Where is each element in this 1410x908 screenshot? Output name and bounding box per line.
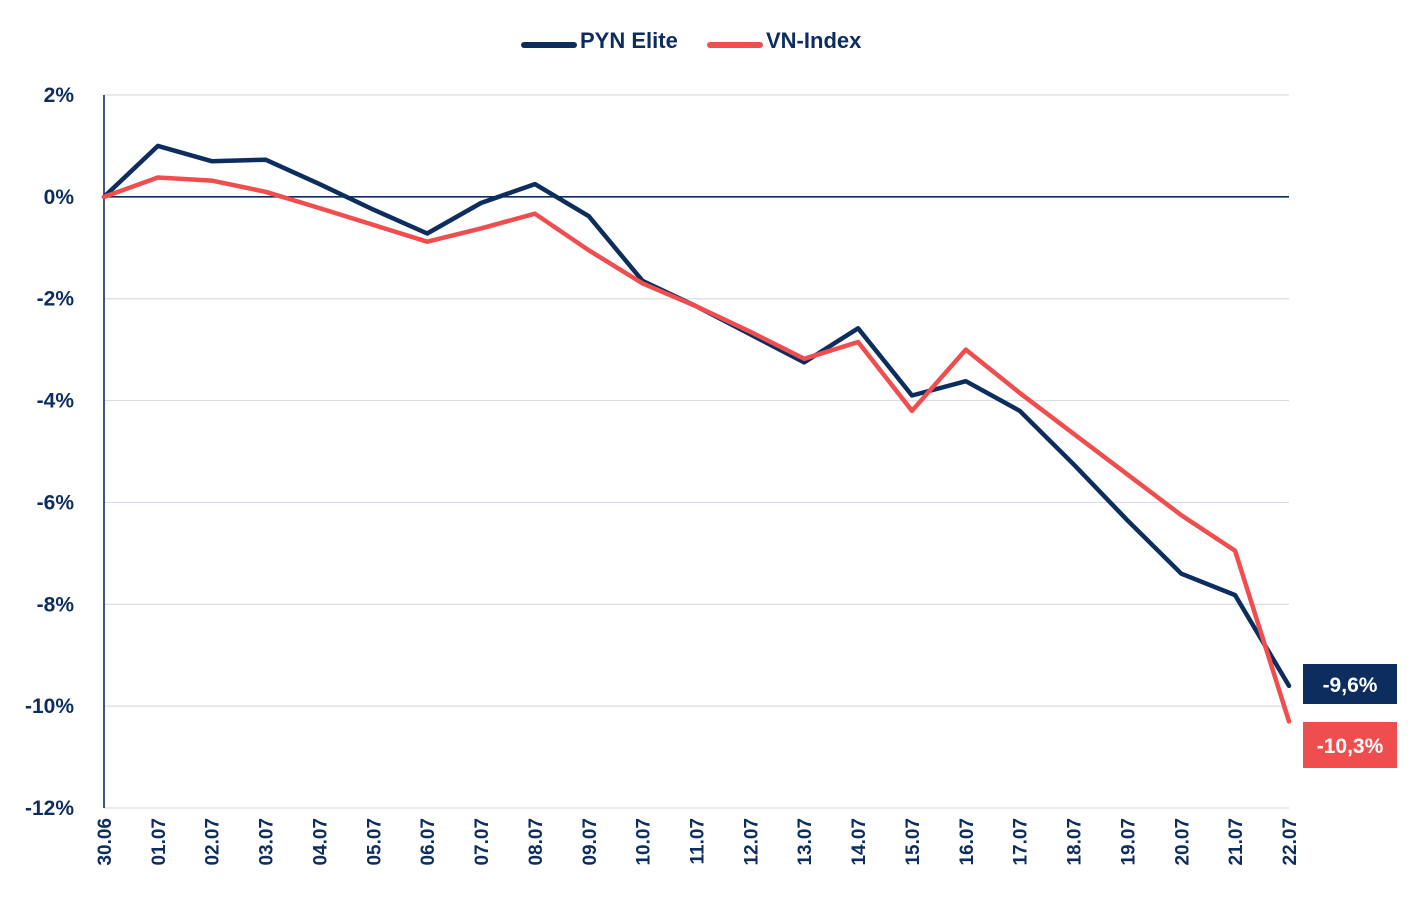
x-tick-label: 02.07 — [203, 818, 224, 866]
x-tick-label: 19.07 — [1118, 818, 1139, 866]
x-tick-label: 06.07 — [418, 818, 439, 866]
x-tick-label: 21.07 — [1226, 818, 1247, 866]
y-tick-label: 2% — [44, 84, 75, 107]
y-tick-label: -2% — [37, 288, 75, 311]
end-label-box — [1303, 722, 1397, 768]
x-tick-label: 04.07 — [310, 818, 331, 866]
grid — [104, 94, 1289, 809]
x-tick-label: 10.07 — [634, 818, 655, 866]
x-tick-label: 11.07 — [688, 818, 709, 865]
x-tick-label: 20.07 — [1172, 818, 1193, 866]
series-lines — [101, 143, 1292, 724]
x-tick-label: 14.07 — [849, 818, 870, 866]
y-tick-label: 0% — [44, 186, 75, 209]
x-tick-label: 05.07 — [364, 818, 385, 866]
y-tick-label: -10% — [25, 695, 74, 718]
x-tick-label: 30.06 — [95, 818, 116, 866]
legend-label: VN-Index — [766, 28, 862, 53]
series-line-vn-index — [101, 175, 1292, 724]
x-tick-label: 09.07 — [580, 818, 601, 866]
x-tick-label: 12.07 — [741, 818, 762, 866]
y-tick-label: -8% — [37, 593, 75, 616]
x-tick-label: 16.07 — [957, 818, 978, 866]
x-tick-label: 03.07 — [257, 818, 278, 866]
x-tick-label: 07.07 — [472, 818, 493, 866]
end-labels: -9,6% -10,3% — [1303, 664, 1397, 768]
x-tick-label: 17.07 — [1011, 818, 1032, 866]
legend: PYN Elite VN-Index — [521, 28, 862, 53]
end-label-box — [1303, 664, 1397, 704]
end-value-label: -9,6% — [1323, 674, 1378, 697]
y-tick-label: -6% — [37, 491, 75, 514]
axes: 2% 0% -2% -4% -6% -8% -10% -12% 30.06 01.07 02.07 0… — [25, 84, 1301, 866]
end-value-label: -10,3% — [1317, 735, 1384, 758]
x-tick-label: 13.07 — [795, 818, 816, 866]
x-tick-label: 22.07 — [1280, 818, 1301, 866]
x-tick-label: 18.07 — [1065, 818, 1086, 866]
x-tick-label: 08.07 — [526, 818, 547, 866]
y-tick-label: -4% — [37, 390, 75, 413]
x-tick-label: 15.07 — [903, 818, 924, 866]
y-tick-label: -12% — [25, 797, 74, 820]
legend-label: PYN Elite — [580, 28, 678, 53]
x-tick-label: 01.07 — [149, 818, 170, 866]
